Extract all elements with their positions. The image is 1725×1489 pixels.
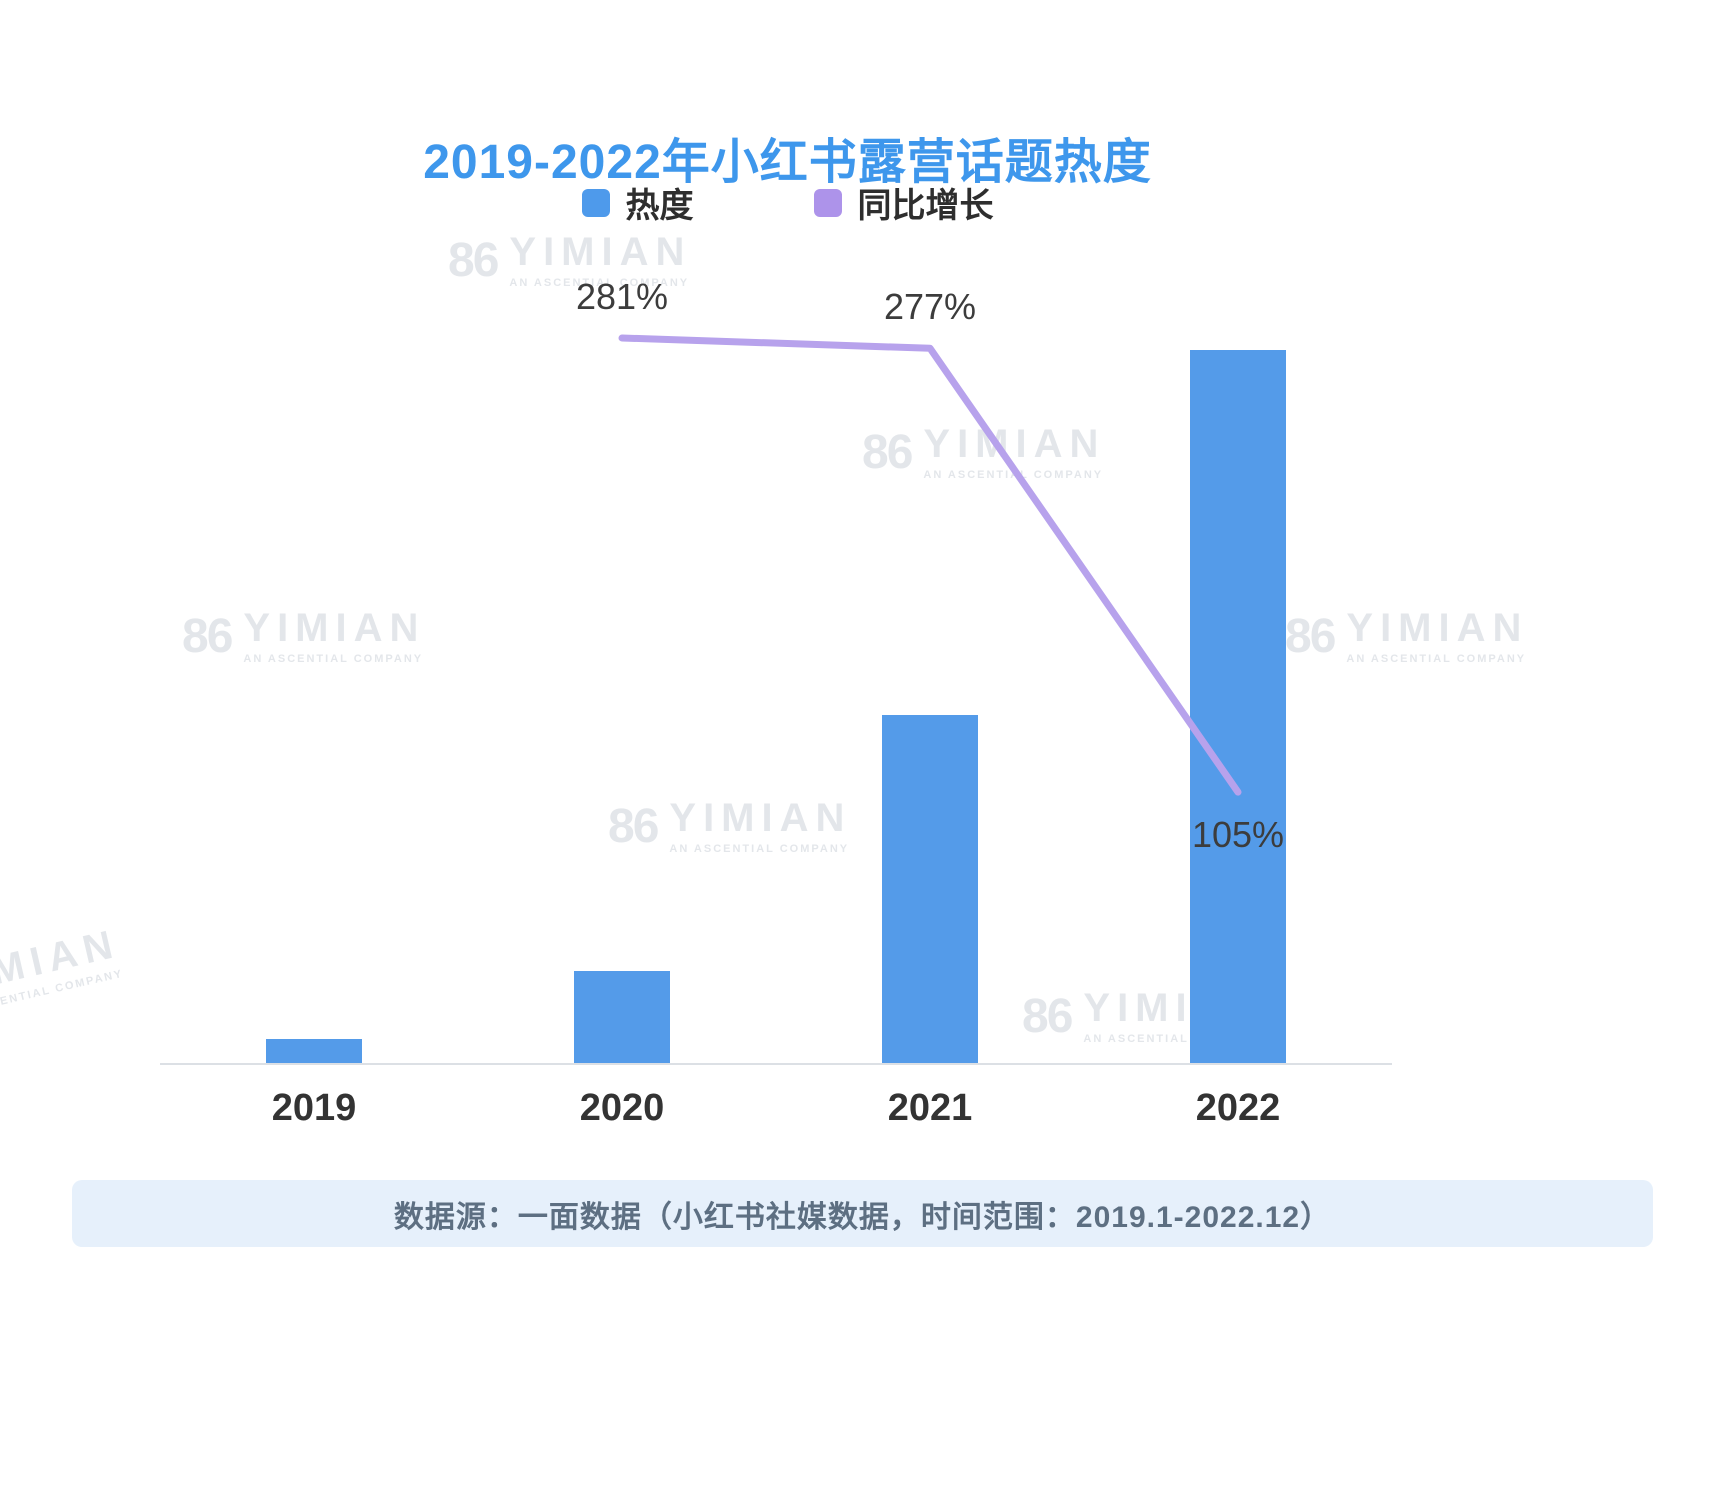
- watermark-subtext: AN ASCENTIAL COMPANY: [669, 843, 850, 855]
- x-axis-line: [160, 1063, 1392, 1065]
- watermark-name: YIMIAN: [509, 230, 692, 274]
- growth-legend-swatch-icon: [813, 188, 842, 217]
- watermark-text: YIMIAN AN ASCENTIAL COMPANY: [1083, 988, 1265, 1045]
- watermark-yimian: 86 YIMIAN AN ASCENTIAL COMPANY: [1285, 608, 1528, 665]
- yimian-logo-icon: 86: [1285, 609, 1336, 663]
- growth-label-2022: 105%: [1191, 814, 1285, 856]
- growth-label-2021: 277%: [883, 286, 977, 328]
- watermark-name: YIMIAN: [1083, 986, 1266, 1030]
- watermark-subtext: AN ASCENTIAL COMPANY: [243, 653, 424, 665]
- watermark-yimian: 86 YIMIAN AN ASCENTIAL COMPANY: [0, 921, 127, 1033]
- x-tick-2020: 2020: [579, 1087, 665, 1129]
- heat-bar-2021: [882, 715, 978, 1063]
- x-tick-2019: 2019: [271, 1087, 357, 1129]
- yimian-logo-icon: 86: [862, 425, 913, 479]
- heat-bar-2020: [574, 971, 670, 1063]
- legend-item-heat: 热度: [581, 178, 694, 227]
- watermark-yimian: 86 YIMIAN AN ASCENTIAL COMPANY: [448, 232, 691, 289]
- source-note: 数据源：一面数据（小红书社媒数据，时间范围：2019.1-2022.12）: [72, 1180, 1653, 1247]
- source-note-text: 数据源：一面数据（小红书社媒数据，时间范围：2019.1-2022.12）: [393, 1200, 1332, 1234]
- heat-bar-2019: [266, 1039, 362, 1063]
- yimian-logo-icon: 86: [608, 799, 659, 853]
- watermark-text: YIMIAN AN ASCENTIAL COMPANY: [509, 232, 691, 289]
- x-tick-2022: 2022: [1195, 1087, 1281, 1129]
- watermark-yimian: 86 YIMIAN AN ASCENTIAL COMPANY: [862, 424, 1105, 481]
- watermark-text: YIMIAN AN ASCENTIAL COMPANY: [923, 424, 1105, 481]
- x-tick-2021: 2021: [887, 1087, 973, 1129]
- watermark-subtext: AN ASCENTIAL COMPANY: [923, 469, 1104, 481]
- watermark-yimian: 86 YIMIAN AN ASCENTIAL COMPANY: [608, 798, 851, 855]
- watermark-yimian: 86 YIMIAN AN ASCENTIAL COMPANY: [1022, 988, 1265, 1045]
- watermark-subtext: AN ASCENTIAL COMPANY: [1083, 1033, 1264, 1045]
- watermark-name: YIMIAN: [1346, 606, 1529, 650]
- watermark-subtext: AN ASCENTIAL COMPANY: [1346, 653, 1527, 665]
- watermark-name: YIMIAN: [243, 606, 426, 650]
- heat-legend-swatch-icon: [581, 188, 610, 217]
- watermark-text: YIMIAN AN ASCENTIAL COMPANY: [243, 608, 425, 665]
- yimian-logo-icon: 86: [448, 233, 499, 287]
- heat-bar-2022: [1190, 350, 1286, 1063]
- yimian-logo-icon: 86: [1022, 989, 1073, 1043]
- legend-item-growth: 同比增长: [813, 178, 994, 227]
- legend-label-growth: 同比增长: [857, 187, 994, 225]
- yimian-logo-icon: 86: [182, 609, 233, 663]
- legend: 热度 同比增长: [0, 178, 1575, 227]
- watermark-name: YIMIAN: [923, 422, 1106, 466]
- watermark-text: YIMIAN AN ASCENTIAL COMPANY: [1346, 608, 1528, 665]
- legend-label-heat: 热度: [625, 187, 694, 225]
- watermark-yimian: 86 YIMIAN AN ASCENTIAL COMPANY: [182, 608, 425, 665]
- watermark-name: YIMIAN: [669, 796, 852, 840]
- watermark-text: YIMIAN AN ASCENTIAL COMPANY: [669, 798, 851, 855]
- watermark-subtext: AN ASCENTIAL COMPANY: [509, 277, 690, 289]
- chart-title: 2019-2022年小红书露营话题热度: [423, 136, 1152, 190]
- watermark-text: YIMIAN AN ASCENTIAL COMPANY: [0, 921, 127, 1019]
